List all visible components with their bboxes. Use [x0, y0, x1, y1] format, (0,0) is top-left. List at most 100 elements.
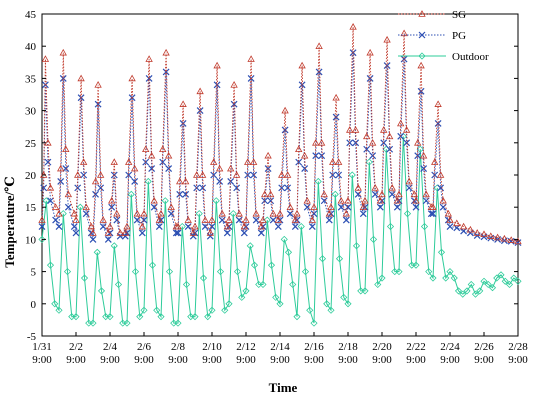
data-point-pg — [310, 210, 318, 218]
data-point-pg — [267, 197, 275, 205]
data-point-pg — [371, 190, 379, 198]
data-point-sg — [436, 171, 445, 178]
data-point-pg — [514, 239, 522, 247]
data-point-outdoor — [178, 222, 186, 231]
data-point-pg — [337, 203, 345, 211]
data-point-outdoor — [174, 319, 182, 327]
data-point-outdoor — [221, 306, 229, 314]
data-point-outdoor — [93, 248, 101, 256]
data-point-sg — [453, 219, 461, 227]
data-point-pg — [167, 210, 175, 218]
data-point-sg — [363, 132, 371, 140]
data-point-outdoor — [106, 313, 114, 321]
x-tick-time-label: 9:00 — [474, 354, 494, 366]
data-point-sg — [46, 184, 55, 191]
data-point-sg — [198, 171, 207, 178]
data-point-outdoor — [459, 290, 467, 298]
data-point-sg — [459, 222, 468, 230]
data-point-pg — [235, 216, 243, 224]
data-point-pg — [38, 223, 46, 230]
data-point-outdoor — [488, 284, 497, 292]
data-point-outdoor — [208, 306, 216, 314]
legend-marker — [418, 52, 426, 60]
data-point-pg — [140, 216, 148, 224]
data-point-sg — [72, 216, 80, 223]
data-point-outdoor — [361, 287, 369, 295]
data-point-pg — [295, 158, 303, 166]
data-point-sg — [87, 222, 95, 230]
data-point-sg — [91, 177, 100, 185]
series-sg — [38, 23, 522, 245]
axis-layer: -50510152025303540451/319:002/29:002/49:… — [25, 9, 528, 366]
data-point-sg — [349, 23, 357, 30]
data-point-sg — [77, 74, 85, 82]
data-point-sg — [276, 209, 284, 217]
data-point-sg — [89, 229, 97, 236]
data-point-outdoor — [446, 268, 454, 276]
data-point-pg — [427, 210, 435, 218]
y-tick-label: 20 — [25, 170, 37, 182]
data-point-pg — [284, 184, 292, 192]
data-point-pg — [354, 190, 362, 198]
data-point-pg — [349, 49, 357, 57]
x-tick-date-label: 2/22 — [406, 341, 426, 353]
data-point-sg — [487, 232, 495, 239]
data-point-sg — [242, 216, 250, 223]
data-point-sg — [434, 100, 442, 107]
series-line-outdoor — [41, 136, 519, 324]
data-point-outdoor — [80, 274, 89, 282]
data-point-outdoor — [310, 319, 318, 327]
data-point-outdoor — [514, 277, 522, 285]
data-point-pg — [352, 139, 360, 147]
data-point-outdoor — [437, 248, 446, 256]
data-point-pg — [77, 94, 85, 102]
y-tick-label: 40 — [25, 41, 37, 53]
data-point-pg — [386, 145, 394, 153]
data-point-outdoor — [395, 268, 403, 276]
data-point-sg — [74, 171, 82, 178]
y-tick-label: 0 — [31, 299, 37, 311]
data-point-pg — [369, 152, 377, 160]
data-point-pg — [57, 178, 65, 185]
data-point-outdoor — [42, 197, 50, 205]
y-tick-label: 35 — [25, 73, 37, 85]
data-point-outdoor — [463, 287, 471, 295]
y-tick-label: -5 — [27, 331, 37, 343]
data-point-pg — [250, 171, 258, 179]
data-point-sg — [480, 230, 488, 238]
data-point-pg — [74, 184, 82, 192]
x-tick-time-label: 9:00 — [372, 354, 392, 366]
data-point-pg — [165, 165, 173, 172]
data-point-pg — [80, 171, 88, 179]
data-point-sg — [257, 222, 265, 230]
data-point-sg — [310, 203, 318, 210]
data-point-sg — [196, 87, 204, 95]
data-point-sg — [342, 209, 350, 217]
data-point-pg — [329, 171, 337, 179]
data-point-sg — [147, 151, 156, 159]
x-tick-date-label: 2/2 — [69, 341, 83, 353]
data-point-sg — [412, 196, 420, 204]
data-point-sg — [351, 126, 360, 133]
x-axis-title: Time — [269, 380, 298, 395]
data-point-outdoor — [335, 255, 344, 263]
data-point-pg — [417, 87, 425, 95]
data-point-sg — [312, 138, 320, 146]
data-point-pg — [108, 203, 116, 211]
data-point-sg — [181, 177, 190, 185]
x-tick-date-label: 1/31 — [32, 341, 52, 353]
data-point-outdoor — [412, 261, 420, 269]
data-point-sg — [329, 158, 337, 165]
data-point-pg — [301, 165, 309, 172]
data-point-outdoor — [263, 216, 271, 224]
data-point-sg — [218, 209, 226, 217]
data-point-pg — [110, 171, 118, 179]
data-point-pg — [247, 74, 255, 82]
data-point-pg — [216, 178, 224, 185]
x-tick-time-label: 9:00 — [270, 354, 290, 366]
data-point-sg — [189, 229, 197, 236]
data-point-sg — [247, 55, 255, 62]
data-point-outdoor — [51, 300, 59, 308]
data-point-pg — [446, 223, 454, 230]
data-point-sg — [227, 164, 235, 172]
